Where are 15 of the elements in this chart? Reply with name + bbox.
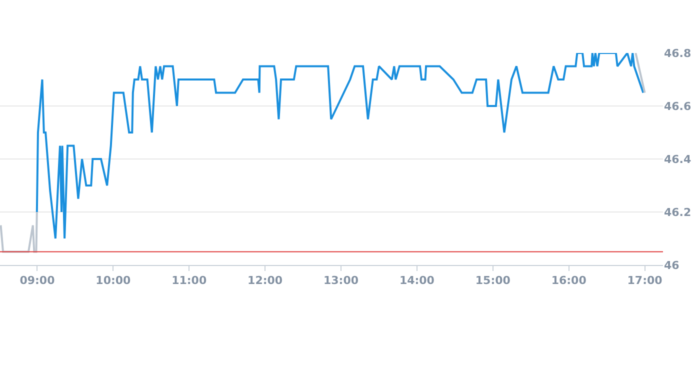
x-tick-label: 14:00: [399, 274, 435, 288]
y-tick-label: 46.6: [664, 100, 692, 113]
x-tick-label: 11:00: [172, 274, 207, 288]
x-tick-label: 09:00: [20, 274, 56, 288]
x-tick-label: 13:00: [323, 274, 359, 288]
x-tick-label: 10:00: [96, 274, 132, 288]
y-tick-label: 46.4: [664, 152, 692, 166]
x-tick-label: 16:00: [551, 274, 587, 288]
x-tick-label: 15:00: [475, 274, 511, 288]
line-series: [36, 53, 644, 240]
x-tick-label: 12:00: [248, 274, 283, 288]
y-tick-label: 46: [664, 258, 680, 272]
y-tick-label: 46.8: [664, 46, 692, 60]
x-tick-label: 17:00: [627, 274, 663, 288]
y-tick-label: 46.2: [664, 206, 692, 219]
